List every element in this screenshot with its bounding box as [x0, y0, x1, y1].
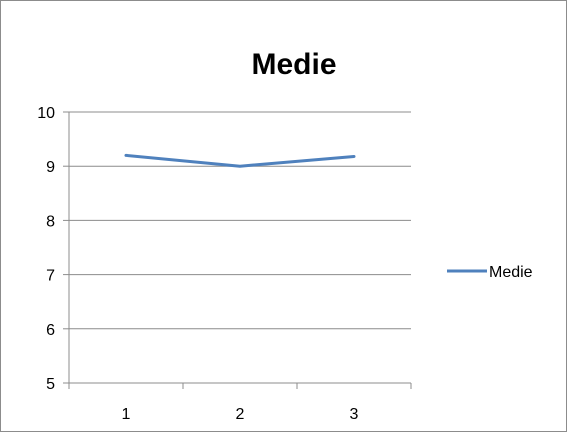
- gridlines: [69, 111, 411, 330]
- y-tick-label: 8: [46, 213, 55, 230]
- legend-label: Medie: [489, 264, 533, 281]
- y-tick-label: 10: [37, 105, 55, 122]
- series-line: [124, 153, 356, 168]
- axes: [68, 112, 411, 384]
- x-tick-label: 2: [236, 406, 245, 423]
- chart-title: Medie: [251, 48, 336, 81]
- y-tick-label: 9: [46, 159, 55, 176]
- y-tick-label: 7: [46, 268, 55, 285]
- x-axis-ticks: 1 2 3: [68, 383, 412, 423]
- series-group: [124, 153, 356, 168]
- legend: Medie: [447, 264, 533, 281]
- y-axis-ticks: 5 6 7 8 9 10: [37, 105, 69, 393]
- x-tick-label: 1: [122, 406, 131, 423]
- y-tick-label: 5: [46, 376, 55, 393]
- y-tick-label: 6: [46, 322, 55, 339]
- x-tick-label: 3: [350, 406, 359, 423]
